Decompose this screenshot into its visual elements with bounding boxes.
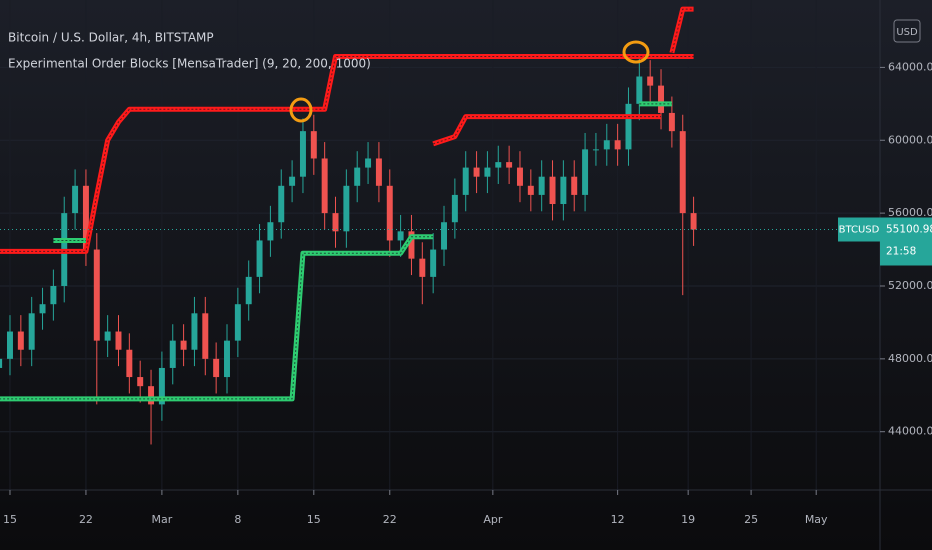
candle-body: [0, 358, 3, 368]
chart-title: Bitcoin / U.S. Dollar, 4h, BITSTAMP: [8, 31, 214, 45]
candle-body: [72, 185, 79, 214]
candle-body: [50, 285, 57, 305]
y-tick-label: 56000.00: [888, 206, 932, 219]
candle-body: [375, 158, 382, 186]
candle-body: [430, 249, 437, 277]
candle-body: [527, 185, 534, 195]
highlight-circle: [622, 40, 650, 64]
x-tick-label: 22: [383, 513, 397, 526]
candle-body: [506, 162, 513, 168]
candle-body: [516, 167, 523, 186]
candle-body: [419, 258, 426, 277]
candle-body: [126, 349, 133, 378]
candle-body: [224, 340, 230, 378]
candle-body: [636, 76, 643, 104]
candle-body: [484, 167, 491, 177]
candle-body: [408, 231, 415, 259]
order-block-inner: [0, 236, 434, 400]
candle-body: [592, 149, 599, 151]
candle-body: [332, 213, 339, 232]
x-tick-label: 19: [681, 513, 695, 526]
candle-body: [180, 340, 187, 350]
candle-body: [82, 185, 89, 250]
candle-body: [354, 167, 361, 186]
candle-body: [365, 158, 372, 168]
order-block-inner: [671, 8, 694, 53]
symbol-tag: [838, 217, 880, 242]
candle-body: [28, 313, 35, 350]
order-block-inner: [0, 55, 694, 252]
candle-body: [603, 140, 610, 150]
candle-body: [462, 167, 469, 195]
price-tag: [880, 217, 932, 266]
candle-body: [582, 149, 589, 195]
candle-body: [571, 176, 578, 195]
candle-body: [39, 304, 46, 314]
candle-body: [690, 213, 697, 230]
candle-body: [104, 331, 111, 341]
candle-body: [191, 313, 198, 350]
candle-body: [495, 162, 502, 168]
currency-label: USD: [896, 27, 918, 38]
candle-body: [386, 185, 393, 241]
candle-body: [647, 76, 654, 86]
x-tick-label: Apr: [483, 513, 503, 526]
candle-body: [278, 185, 285, 223]
candle-body: [158, 367, 165, 405]
candle-body: [213, 358, 220, 378]
candle-body: [397, 231, 404, 241]
candle-body: [148, 386, 155, 405]
indicator-label: Experimental Order Blocks [MensaTrader] …: [8, 57, 371, 71]
candle-body: [234, 304, 241, 341]
candle-body: [549, 176, 556, 205]
candle-body: [658, 85, 665, 113]
y-tick-label: 60000.00: [888, 133, 932, 146]
candle-body: [451, 194, 458, 223]
candle-body: [321, 158, 328, 214]
candle-body: [473, 167, 480, 177]
candle-body: [202, 313, 209, 359]
x-tick-label: Mar: [152, 513, 173, 526]
candle-body: [560, 176, 567, 205]
x-tick-label: 12: [611, 513, 625, 526]
order-block-line: [432, 114, 662, 147]
x-tick-label: 25: [744, 513, 758, 526]
x-tick-label: 15: [307, 513, 321, 526]
candle-body: [256, 240, 263, 277]
y-tick-label: 44000.00: [888, 425, 932, 438]
y-tick-label: 64000.00: [888, 60, 932, 73]
candle-body: [441, 222, 447, 250]
candle-body: [299, 131, 306, 177]
candle-body: [115, 331, 122, 350]
y-tick-label: 48000.00: [888, 352, 932, 365]
last-price-label: 55100.98: [886, 223, 932, 235]
candle-body: [245, 276, 252, 305]
symbol-label: BTCUSD: [839, 224, 880, 235]
x-tick-label: May: [805, 513, 828, 526]
x-tick-label: 8: [234, 513, 241, 526]
candle-body: [343, 185, 350, 232]
currency-button[interactable]: [893, 19, 921, 43]
candle-body: [668, 112, 675, 132]
candle-body: [679, 131, 686, 214]
candle-body: [310, 131, 317, 159]
highlight-circle: [289, 97, 313, 123]
candle-body: [614, 140, 621, 150]
x-tick-label: 15: [3, 513, 17, 526]
candle-body: [93, 249, 100, 341]
candle-body: [6, 331, 13, 359]
candle-body: [289, 176, 296, 186]
candle-body: [169, 340, 176, 368]
candle-body: [267, 222, 274, 241]
candle-body: [625, 103, 632, 150]
y-tick-label: 52000.00: [888, 279, 932, 292]
candle-body: [17, 331, 24, 350]
candle-body: [538, 176, 545, 195]
countdown-label: 21:58: [886, 245, 916, 257]
x-tick-label: 22: [79, 513, 93, 526]
candle-body: [137, 377, 144, 387]
